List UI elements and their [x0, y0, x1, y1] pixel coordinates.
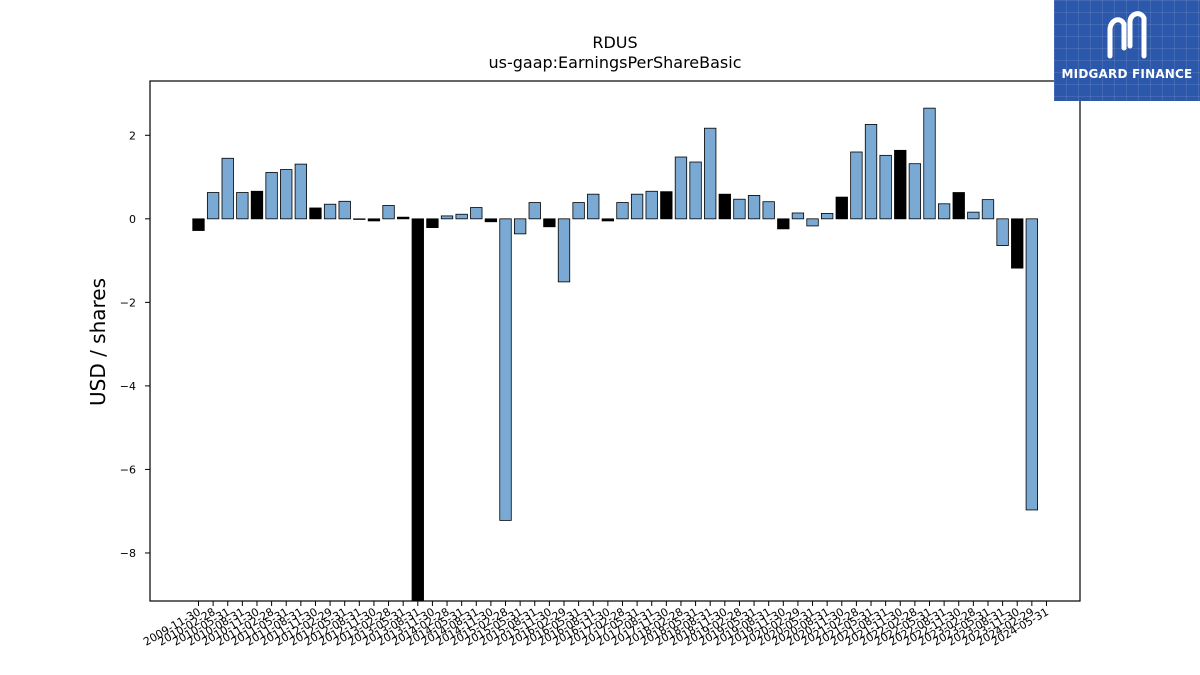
bar-2023-05-31 [981, 199, 995, 220]
bar-2019-08-31 [762, 201, 775, 220]
bar-2016-11-30 [601, 218, 615, 222]
chart-title: RDUS [592, 33, 637, 52]
bar-2016-02-29 [557, 218, 571, 283]
midgard-logo-icon [1107, 11, 1147, 59]
bar-2013-08-31 [411, 218, 424, 602]
bar-2021-02-28 [850, 151, 863, 220]
y-axis-label: USD / shares [86, 278, 110, 406]
bar-2011-08-31 [294, 163, 307, 220]
bar-2020-05-31 [806, 218, 819, 227]
bar-2017-05-31 [630, 193, 644, 220]
bars-group [192, 107, 1038, 602]
bar-2016-08-31 [587, 193, 600, 220]
y-ticks: 2 0 −2 −4 −6 −8 [120, 129, 150, 560]
y-tick-label: 0 [129, 213, 136, 226]
logo: MIDGARD FINANCE [1054, 0, 1200, 101]
bar-2014-08-31 [470, 207, 483, 220]
bar-2015-02-28 [499, 218, 512, 521]
bar-2015-08-31 [528, 202, 541, 220]
bar-2017-02-28 [616, 202, 629, 220]
plot-frame [149, 80, 1081, 602]
bar-2014-02-28 [440, 215, 454, 220]
bar-2017-08-31 [645, 190, 658, 220]
bar-2022-02-28 [908, 163, 922, 220]
bar-2024-02-29 [1025, 218, 1038, 511]
bar-2013-02-28 [382, 205, 395, 220]
bar-2015-11-30 [543, 218, 556, 228]
bar-2019-02-28 [733, 198, 746, 220]
bar-2019-11-30 [777, 218, 790, 230]
bar-2012-11-30 [367, 218, 381, 222]
bar-2015-05-31 [513, 218, 527, 235]
y-tick-label: −8 [120, 547, 136, 560]
bar-2012-02-29 [323, 203, 337, 220]
bar-2021-11-30 [894, 149, 907, 220]
bar-2018-11-30 [718, 193, 731, 220]
bar-2017-11-30 [660, 191, 673, 220]
bar-2012-08-31 [353, 218, 366, 220]
bar-2020-02-29 [791, 212, 805, 220]
y-tick-label: −4 [120, 380, 136, 393]
bar-2012-05-31 [338, 200, 351, 220]
bar-2023-02-28 [967, 211, 980, 220]
bar-2011-05-31 [280, 169, 293, 220]
y-tick-label: −2 [120, 296, 136, 309]
bar-2023-08-31 [996, 218, 1009, 246]
bar-2010-05-31 [221, 157, 234, 220]
bar-2013-11-30 [426, 218, 439, 229]
bar-2013-05-31 [397, 216, 410, 220]
bar-2019-05-31 [747, 195, 761, 220]
bar-2011-11-30 [309, 207, 322, 220]
bar-2021-05-31 [864, 124, 878, 220]
bar-2020-08-31 [821, 212, 834, 220]
bar-2022-08-31 [937, 203, 951, 220]
y-tick-label: −6 [120, 463, 136, 476]
y-tick-label: 2 [129, 129, 136, 142]
bar-2016-05-31 [572, 202, 585, 220]
bar-2018-08-31 [704, 127, 717, 220]
bar-2023-11-30 [1011, 218, 1024, 269]
bar-2022-05-31 [923, 107, 936, 220]
bar-2020-11-30 [835, 196, 848, 220]
bar-2014-11-30 [484, 218, 498, 223]
bar-2011-02-28 [265, 172, 278, 220]
chart-subtitle: us-gaap:EarningsPerShareBasic [488, 53, 741, 72]
bar-2022-11-30 [952, 192, 965, 220]
bar-2018-02-28 [674, 156, 688, 220]
bar-2014-05-31 [455, 213, 468, 220]
bar-2018-05-31 [689, 161, 702, 220]
logo-text: MIDGARD FINANCE [1061, 67, 1193, 81]
bar-2010-02-28 [206, 192, 220, 220]
bar-2021-08-31 [879, 154, 892, 220]
x-ticks: 2009-11-302010-02-282010-05-312010-08-31… [141, 601, 1051, 649]
bar-2009-11-30 [192, 218, 205, 231]
bar-2010-11-30 [250, 190, 264, 220]
bar-2010-08-31 [236, 192, 249, 220]
